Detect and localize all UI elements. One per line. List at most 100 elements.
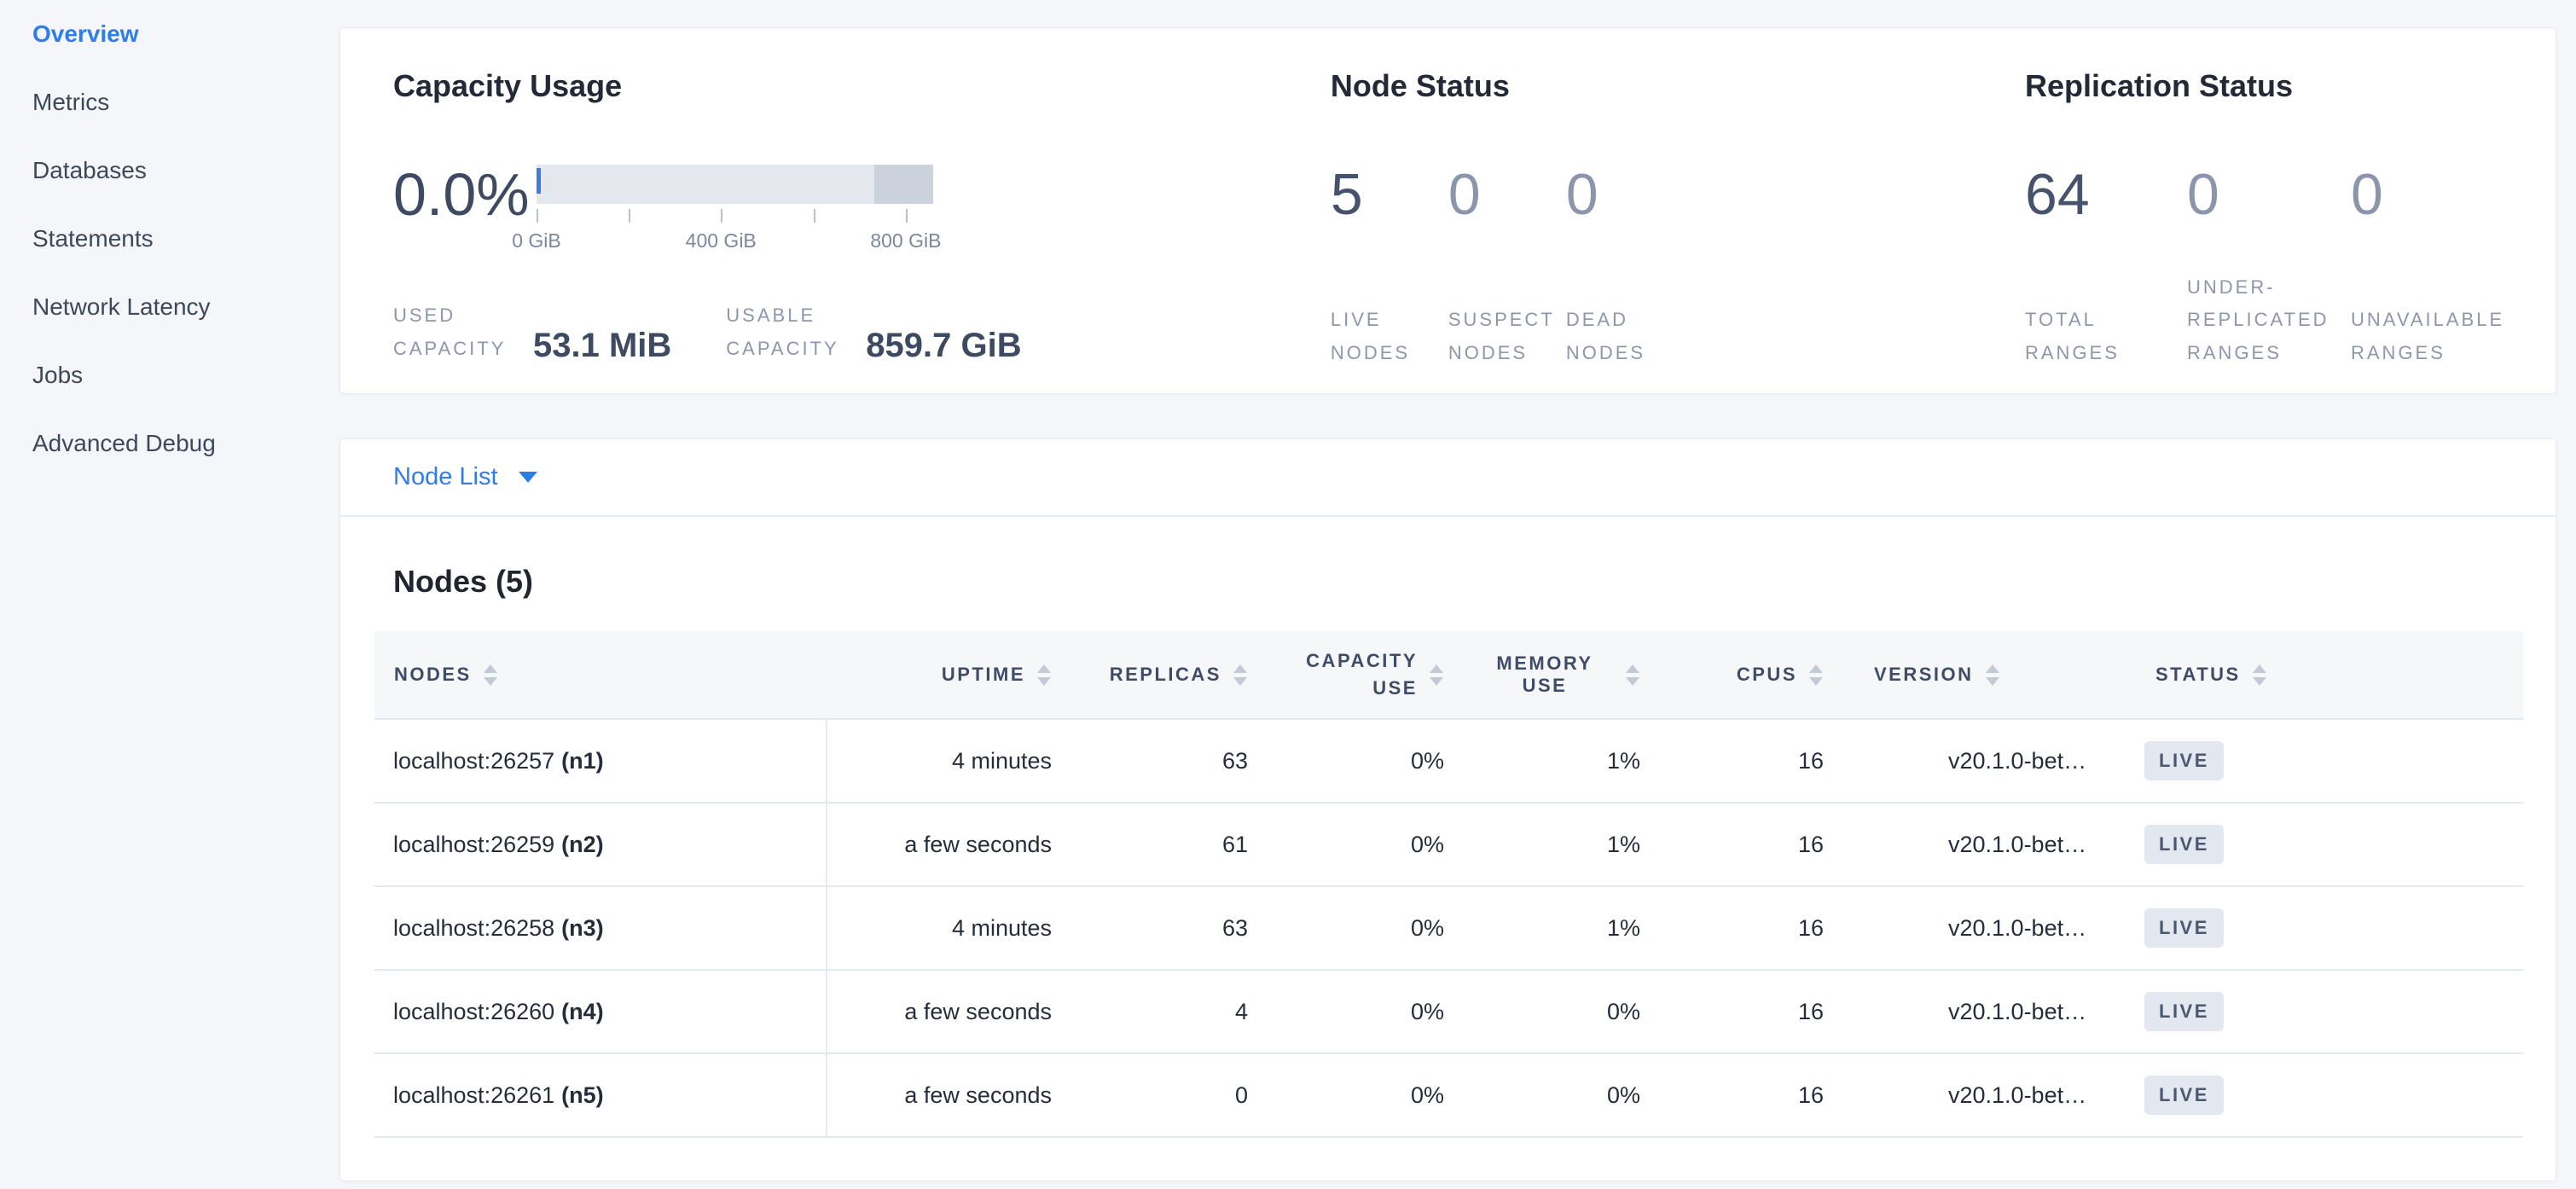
sort-icon <box>1037 664 1051 686</box>
column-header-label: Status <box>2155 664 2241 685</box>
cell-capacity_use: 0% <box>1279 970 1475 1054</box>
cell-cpus: 16 <box>1671 886 1854 971</box>
cell-memory_use: 1% <box>1475 886 1671 971</box>
column-header-label: Capacity Use <box>1306 650 1418 699</box>
sidebar: Overview Metrics Databases Statements Networ… <box>0 0 339 1189</box>
node-address-link[interactable]: localhost:26261 <box>393 1082 555 1108</box>
sidebar-item-overview[interactable]: Overview <box>32 20 139 47</box>
column-header-version[interactable]: Version <box>1854 631 2136 720</box>
cell-filler <box>2341 719 2523 803</box>
stat-value-unavailable-ranges: 0 <box>2351 162 2383 227</box>
capacity-used-percent: 0.0% <box>393 161 530 228</box>
replication-status-title: Replication Status <box>2025 68 2294 103</box>
column-header-nodes[interactable]: Nodes <box>374 631 827 720</box>
table-row: localhost:26258 (n3) 4 minutes 63 0% 1% 16 v20.… <box>374 886 2523 971</box>
column-header-capacity-use[interactable]: Capacity Use <box>1279 631 1475 720</box>
cell-replicas: 63 <box>1082 719 1279 803</box>
sidebar-item-statements[interactable]: Statements <box>32 225 154 252</box>
status-badge: LIVE <box>2144 741 2224 780</box>
status-badge: LIVE <box>2144 992 2224 1031</box>
capacity-bar-segment-0 <box>537 165 875 204</box>
sidebar-item-network-latency[interactable]: Network Latency <box>32 293 211 320</box>
node-address-link[interactable]: localhost:26260 <box>393 998 555 1024</box>
sort-icon <box>1985 664 1999 686</box>
cell-capacity_use: 0% <box>1279 886 1475 971</box>
cell-replicas: 63 <box>1082 886 1279 971</box>
cell-replicas: 61 <box>1082 803 1279 887</box>
column-header-label: Version <box>1874 664 1974 685</box>
sort-icon <box>1809 664 1823 686</box>
stat-value-total-ranges: 64 <box>2025 162 2090 227</box>
node-address-link[interactable]: localhost:26259 <box>393 831 555 857</box>
sort-icon <box>2252 664 2266 686</box>
cell-filler <box>2341 970 2523 1054</box>
capacity-stat-value: 859.7 GiB <box>866 327 1022 364</box>
sidebar-item-databases[interactable]: Databases <box>32 157 147 183</box>
cell-capacity_use: 0% <box>1279 719 1475 803</box>
cell-uptime: 4 minutes <box>827 886 1082 971</box>
axis-tick-label: 800 GiB <box>870 229 942 252</box>
capacity-usage-title: Capacity Usage <box>393 68 623 103</box>
column-header-memory-use[interactable]: Memory Use <box>1475 631 1671 720</box>
cell-version: v20.1.0-bet… <box>1854 803 2136 887</box>
cell-status: LIVE <box>2136 803 2341 887</box>
column-header-label: Nodes <box>394 664 472 685</box>
node-address-link[interactable]: localhost:26257 <box>393 747 555 774</box>
nodes-table: Nodes Uptime Replicas Capacity Use Memory Us… <box>374 631 2523 1138</box>
node-id: (n2) <box>561 831 604 857</box>
used-capacity-marker <box>537 168 541 194</box>
capacity-bar-segment-1 <box>874 165 933 204</box>
cell-filler <box>2341 803 2523 887</box>
axis-tick <box>537 209 538 223</box>
node-status-panel: Node Status 5 0 0 Live Nodes Suspect Nodes D… <box>1331 69 2025 393</box>
column-header-label: CPUs <box>1736 664 1797 685</box>
capacity-stat-label: Used Capacity <box>393 304 507 359</box>
cell-version: v20.1.0-bet… <box>1854 1053 2136 1138</box>
column-header-label: Uptime <box>941 664 1025 685</box>
node-id: (n1) <box>561 747 604 774</box>
stat-label-dead-nodes: Dead Nodes <box>1565 309 1646 363</box>
cell-uptime: a few seconds <box>827 970 1082 1054</box>
sort-icon <box>1233 664 1247 686</box>
cell-status: LIVE <box>2136 719 2341 803</box>
cell-status: LIVE <box>2136 886 2341 971</box>
cell-cpus: 16 <box>1671 970 1854 1054</box>
cell-memory_use: 1% <box>1475 803 1671 887</box>
node-address-link[interactable]: localhost:26258 <box>393 914 555 941</box>
capacity-stat-label: Usable Capacity <box>726 304 839 359</box>
cluster-summary-card: Capacity Usage 0.0% 0 GiB 400 GiB 800 GiB … <box>339 27 2556 394</box>
stat-label-suspect-nodes: Suspect Nodes <box>1448 309 1555 363</box>
table-row: localhost:26261 (n5) a few seconds 0 0% 0% 16 v… <box>374 1053 2523 1138</box>
cell-capacity_use: 0% <box>1279 803 1475 887</box>
column-header-uptime[interactable]: Uptime <box>827 631 1082 720</box>
sidebar-item-metrics[interactable]: Metrics <box>32 89 110 115</box>
cell-status: LIVE <box>2136 970 2341 1054</box>
stat-value-under-replicated-ranges: 0 <box>2187 162 2219 227</box>
sort-icon <box>483 664 497 686</box>
stat-value-dead-nodes: 0 <box>1565 162 1598 227</box>
cell-replicas: 4 <box>1082 970 1279 1054</box>
node-status-title: Node Status <box>1330 68 1510 103</box>
sort-icon <box>1626 664 1639 686</box>
node-id: (n3) <box>561 914 604 941</box>
table-row: localhost:26257 (n1) 4 minutes 63 0% 1% 16 v20.… <box>374 719 2523 803</box>
stat-label-total-ranges: Total Ranges <box>2025 309 2120 363</box>
status-badge: LIVE <box>2144 1076 2224 1115</box>
cell-version: v20.1.0-bet… <box>1854 970 2136 1054</box>
column-header-replicas[interactable]: Replicas <box>1082 631 1279 720</box>
node-id: (n4) <box>561 998 604 1024</box>
node-list-dropdown[interactable]: Node List <box>393 463 537 491</box>
column-header-label: Replicas <box>1109 664 1221 685</box>
stat-label-live-nodes: Live Nodes <box>1330 309 1411 363</box>
cell-memory_use: 1% <box>1475 719 1671 803</box>
cell-version: v20.1.0-bet… <box>1854 719 2136 803</box>
cell-cpus: 16 <box>1671 719 1854 803</box>
column-header-status[interactable]: Status <box>2136 631 2341 720</box>
stat-label-unavailable-ranges: Unavailable Ranges <box>2351 309 2505 363</box>
column-header-cpus[interactable]: CPUs <box>1671 631 1854 720</box>
sort-icon <box>1430 664 1443 686</box>
sidebar-item-advanced-debug[interactable]: Advanced Debug <box>32 430 216 456</box>
sidebar-item-jobs[interactable]: Jobs <box>32 362 84 388</box>
axis-tick-label: 0 GiB <box>512 229 561 252</box>
cell-uptime: 4 minutes <box>827 719 1082 803</box>
